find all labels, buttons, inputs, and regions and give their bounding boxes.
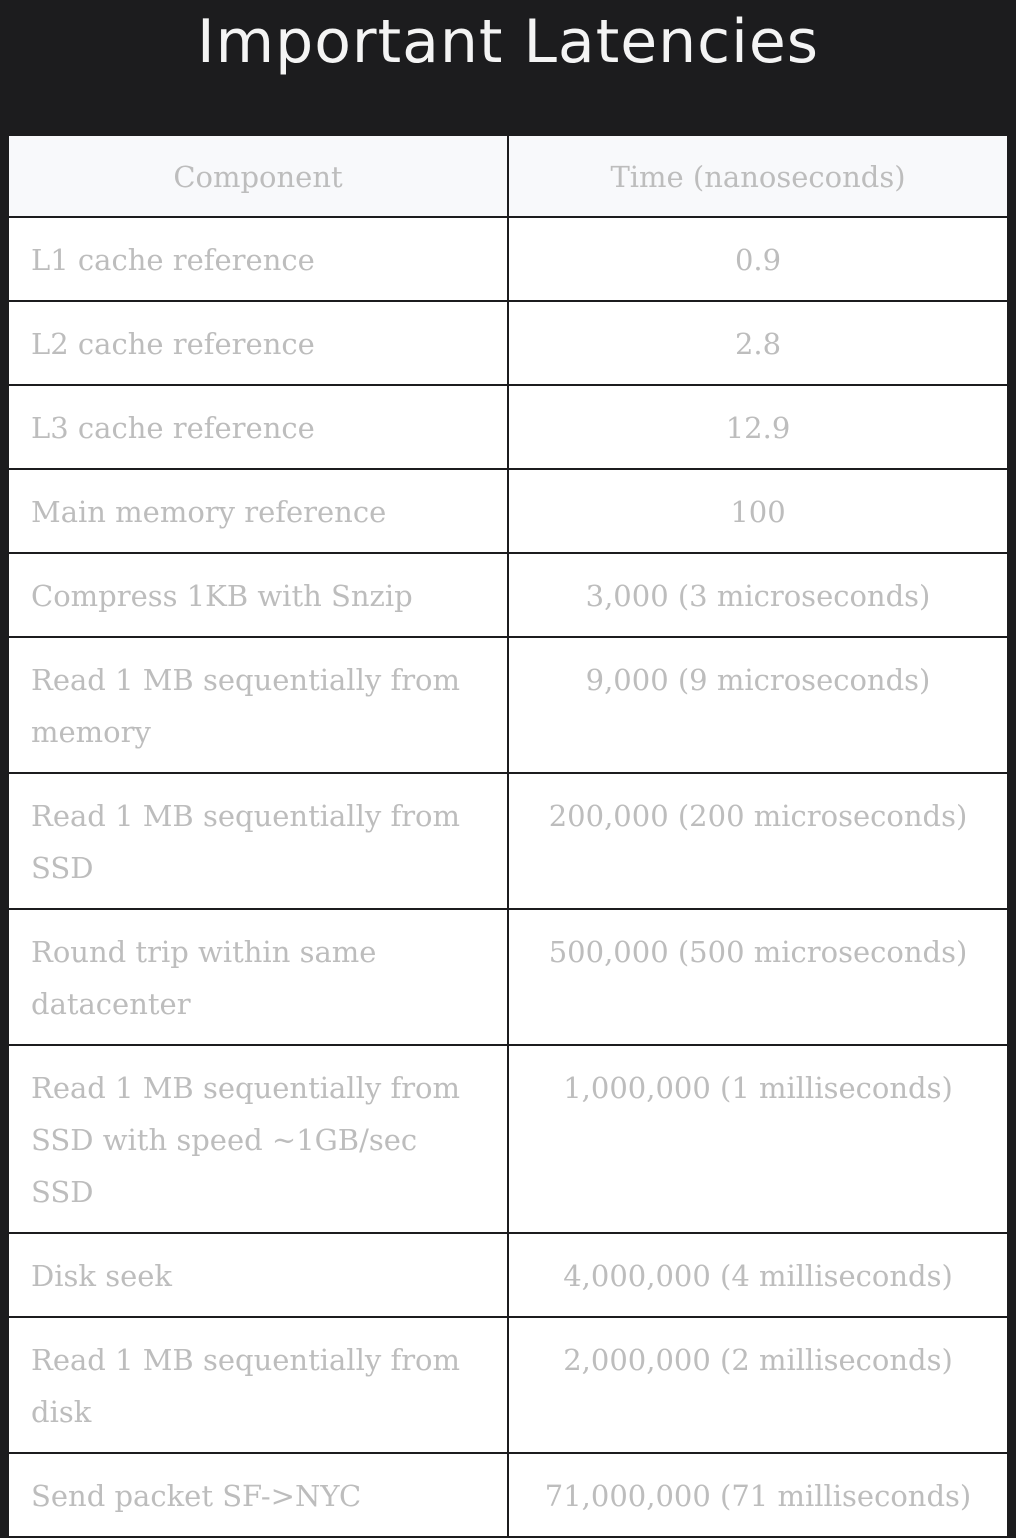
table-row: L3 cache reference 12.9 [7,384,1009,470]
component-cell: Read 1 MB sequentially from disk [7,1316,509,1454]
table-header-row: Component Time (nanoseconds) [7,134,1009,218]
table-row: L2 cache reference 2.8 [7,300,1009,386]
component-cell: L2 cache reference [7,300,509,386]
column-header-time: Time (nanoseconds) [507,134,1009,218]
time-cell: 500,000 (500 microseconds) [507,908,1009,1046]
time-cell: 2.8 [507,300,1009,386]
component-cell: Send packet SF->NYC [7,1452,509,1538]
time-cell: 4,000,000 (4 milliseconds) [507,1232,1009,1318]
time-cell: 2,000,000 (2 milliseconds) [507,1316,1009,1454]
component-cell: Read 1 MB sequentially from SSD [7,772,509,910]
table-row: Read 1 MB sequentially from SSD with spe… [7,1044,1009,1234]
time-cell: 0.9 [507,216,1009,302]
page-title: Important Latencies [196,7,820,77]
component-cell: Round trip within same datacenter [7,908,509,1046]
component-cell: Compress 1KB with Snzip [7,552,509,638]
table-row: Main memory reference 100 [7,468,1009,554]
time-cell: 12.9 [507,384,1009,470]
column-header-component: Component [7,134,509,218]
time-cell: 1,000,000 (1 milliseconds) [507,1044,1009,1234]
table-row: Read 1 MB sequentially from memory 9,000… [7,636,1009,774]
time-cell: 3,000 (3 microseconds) [507,552,1009,638]
component-cell: Disk seek [7,1232,509,1318]
table-row: Compress 1KB with Snzip 3,000 (3 microse… [7,552,1009,638]
component-cell: L1 cache reference [7,216,509,302]
time-cell: 100 [507,468,1009,554]
time-cell: 9,000 (9 microseconds) [507,636,1009,774]
component-cell: Read 1 MB sequentially from memory [7,636,509,774]
table-row: Round trip within same datacenter 500,00… [7,908,1009,1046]
component-cell: L3 cache reference [7,384,509,470]
latency-table-container: Component Time (nanoseconds) L1 cache re… [7,134,1009,1538]
time-cell: 71,000,000 (71 milliseconds) [507,1452,1009,1538]
latency-table: Component Time (nanoseconds) L1 cache re… [7,134,1009,1538]
table-row: Send packet SF->NYC 71,000,000 (71 milli… [7,1452,1009,1538]
component-cell: Read 1 MB sequentially from SSD with spe… [7,1044,509,1234]
time-cell: 200,000 (200 microseconds) [507,772,1009,910]
table-row: L1 cache reference 0.9 [7,216,1009,302]
table-row: Read 1 MB sequentially from disk 2,000,0… [7,1316,1009,1454]
component-cell: Main memory reference [7,468,509,554]
table-row: Disk seek 4,000,000 (4 milliseconds) [7,1232,1009,1318]
table-row: Read 1 MB sequentially from SSD 200,000 … [7,772,1009,910]
